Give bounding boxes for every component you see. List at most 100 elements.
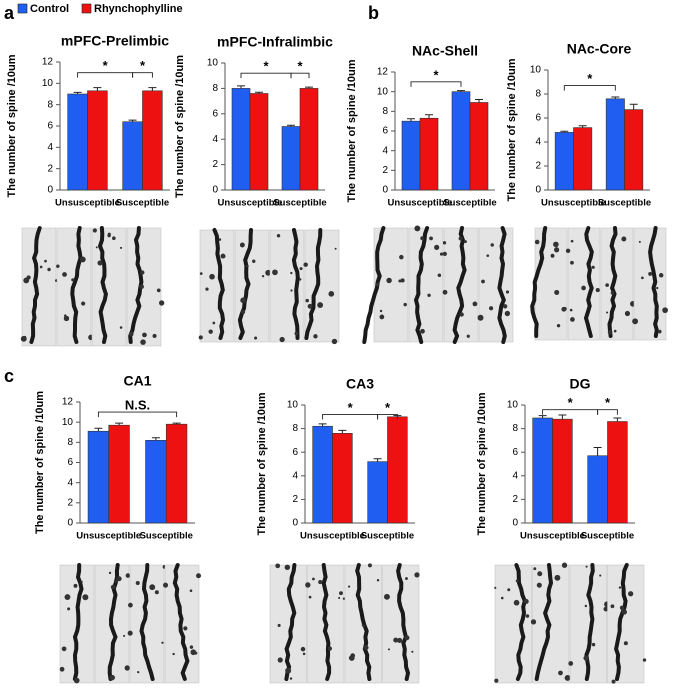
spine [67,607,71,611]
spine [414,572,420,578]
chart-title: NAc-Core [567,41,632,57]
spine [26,275,31,280]
significance-bracket [132,72,153,78]
spine [61,646,67,652]
spine [591,265,595,269]
y-tick-label: 10 [530,65,542,76]
y-tick-label: 10 [377,86,389,97]
x-tick-label: Susceptible [140,531,193,542]
spine [442,241,447,245]
spine [624,310,631,317]
panel-label: b [368,3,379,23]
spine [338,596,341,599]
dendrite [107,563,120,681]
spine [490,243,494,247]
spine [504,310,511,317]
dendrite [139,563,155,681]
y-tick-label: 2 [67,497,73,508]
bar [122,121,143,191]
legend-swatch [81,3,92,14]
bar [67,93,88,191]
spine [125,573,131,578]
spine [610,291,615,295]
error-bar [560,130,569,133]
x-tick-label: Susceptible [443,198,496,209]
spine [56,264,60,268]
spine [513,599,520,606]
y-axis-label: The number of spine /10um [256,392,268,535]
error-bar [94,427,103,432]
error-bar [338,429,347,434]
dendrite [29,226,42,344]
error-bar [475,99,483,103]
spine [294,331,299,336]
chart-title: mPFC-Infralimbic [217,34,333,50]
y-tick-label: 6 [292,447,298,458]
spine [81,301,86,306]
error-bar [148,87,157,91]
spine [561,562,568,568]
annotation: * [348,400,354,415]
spine [284,564,291,571]
error-bar [287,124,295,127]
spine [218,238,222,241]
spine [525,614,530,618]
spine [619,605,625,611]
spine [427,293,431,297]
spine [398,279,402,283]
error-bar [613,417,622,422]
spine [383,593,390,600]
y-axis-label: The number of spine /10um [506,58,518,201]
spine [393,637,399,643]
error-bar [93,87,102,91]
micrograph-panel [600,227,634,341]
legend-label: Control [30,3,69,15]
spine [313,334,318,339]
x-tick-label: Unsusceptible [55,198,120,209]
y-tick-label: 12 [62,397,74,408]
y-tick-label: 2 [292,494,298,505]
spine [308,595,312,599]
spine [613,329,617,333]
y-tick-label: 12 [42,57,54,68]
bar [87,90,108,191]
spine [39,265,43,269]
significance-bracket [597,409,618,415]
spine [502,304,508,309]
annotation: * [103,58,109,73]
dendrite [452,226,467,344]
spine [305,298,309,303]
spine [554,247,560,253]
y-tick-label: 0 [512,518,518,529]
y-tick-label: 10 [287,400,299,411]
spine [317,302,324,309]
annotation: * [385,400,391,415]
annotation: * [605,395,611,410]
dendrite [648,226,659,338]
spine [533,567,537,571]
y-tick-label: 0 [292,518,298,529]
chart-title: CA1 [123,373,151,389]
spine [246,264,249,268]
spine [140,270,145,275]
error-bar [318,423,327,427]
spine [554,289,560,295]
spine [379,309,383,313]
spine [97,260,103,266]
spine [205,287,209,291]
bar [532,417,553,524]
spine [658,273,664,278]
significance-bracket [77,72,134,78]
dendrite [534,563,554,681]
spine [507,588,511,592]
bar [165,423,188,524]
spine [124,665,130,671]
dendrite [304,228,323,340]
y-tick-label: 2 [512,494,518,505]
dendrite [614,563,629,681]
spine [375,282,380,287]
spine [339,591,343,596]
x-tick-label: Unsusceptible [388,198,453,209]
spine [397,637,403,644]
